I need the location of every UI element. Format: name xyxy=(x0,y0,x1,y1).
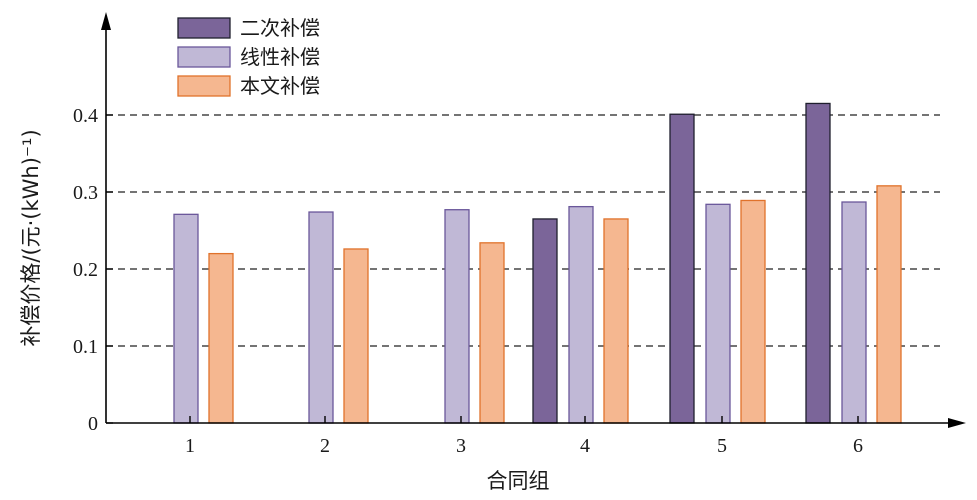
bar xyxy=(343,248,369,424)
bar xyxy=(603,218,629,424)
y-tick-label: 0.3 xyxy=(73,182,98,204)
x-tick-label: 5 xyxy=(717,435,727,457)
bar xyxy=(876,185,902,424)
x-tick-label: 1 xyxy=(185,435,195,457)
x-tick-label: 4 xyxy=(580,435,590,457)
y-tick-label: 0.2 xyxy=(73,259,98,281)
y-axis-title: 补偿价格/(元·(kWh)⁻¹) xyxy=(19,129,43,346)
y-tick-label: 0.1 xyxy=(73,336,98,358)
legend-swatch xyxy=(177,46,231,68)
legend-label: 本文补偿 xyxy=(240,74,320,98)
x-ticks: 1 2 3 4 5 6 xyxy=(185,416,863,457)
bar xyxy=(805,102,831,424)
y-tick-label: 0.4 xyxy=(73,105,98,127)
legend-label: 线性补偿 xyxy=(240,45,320,69)
bar xyxy=(479,242,505,424)
bar xyxy=(208,252,234,424)
bar xyxy=(532,218,558,424)
bar xyxy=(308,211,334,424)
bar xyxy=(740,199,766,424)
bar xyxy=(568,205,594,424)
x-tick-label: 6 xyxy=(853,435,863,457)
x-axis-arrow xyxy=(948,418,966,428)
legend-swatch xyxy=(177,17,231,39)
bars xyxy=(173,102,902,424)
bar xyxy=(705,203,731,424)
y-tick-label: 0 xyxy=(88,413,98,435)
grid-lines xyxy=(106,114,940,347)
legend-swatch xyxy=(177,75,231,97)
bar xyxy=(444,209,470,424)
y-axis-arrow xyxy=(101,12,111,30)
bar xyxy=(669,113,695,424)
bar xyxy=(173,213,199,424)
x-axis-title: 合同组 xyxy=(487,469,550,493)
bar xyxy=(841,201,867,424)
x-tick-label: 2 xyxy=(320,435,330,457)
axes xyxy=(101,12,966,428)
x-tick-label: 3 xyxy=(456,435,466,457)
legend-label: 二次补偿 xyxy=(240,16,320,40)
y-ticks: 0 0.1 0.2 0.3 0.4 xyxy=(73,105,113,435)
